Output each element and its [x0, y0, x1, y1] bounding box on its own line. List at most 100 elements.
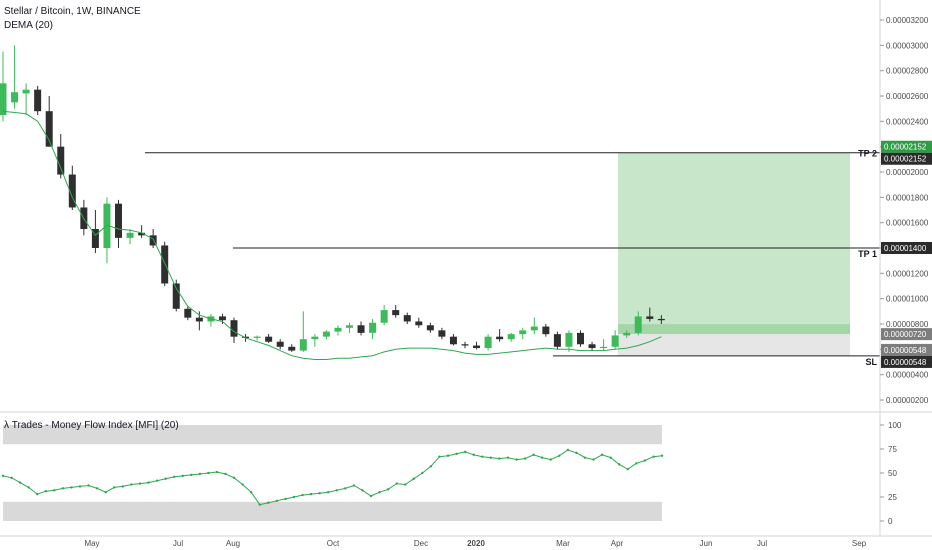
candle: [68, 165, 76, 210]
candle-body: [473, 345, 481, 349]
price-pane[interactable]: TP 2 TP 1 SL: [0, 45, 880, 367]
time-tick-label: Jul: [173, 539, 183, 548]
candle-body: [542, 326, 550, 335]
price-tick-label: 0.00003000: [886, 41, 929, 50]
mfi-point: [147, 481, 150, 484]
candle-body: [253, 336, 261, 338]
candle: [311, 334, 319, 347]
mfi-point: [27, 486, 30, 489]
time-tick-label: Apr: [611, 539, 624, 548]
candle: [207, 313, 215, 327]
mfi-point: [472, 453, 475, 456]
price-badge-label: 0.00000720: [884, 330, 927, 339]
time-tick-label: Jul: [757, 539, 767, 548]
mfi-point: [78, 485, 82, 488]
candle: [507, 332, 515, 342]
candle: [357, 321, 365, 336]
mfi-point: [18, 481, 22, 484]
candle-body: [519, 330, 527, 335]
candle-body: [138, 232, 146, 236]
candle: [346, 322, 353, 333]
mfi-point: [335, 489, 338, 492]
price-badge-bg: [881, 242, 932, 254]
price-tick-label: 0.00000200: [886, 396, 929, 405]
mfi-pane[interactable]: [1, 425, 664, 521]
candle: [115, 199, 122, 248]
candle: [288, 344, 296, 352]
price-tick-label: 0.00000800: [886, 320, 929, 329]
mfi-point: [566, 448, 570, 452]
mfi-point: [540, 456, 544, 459]
mfi-point: [241, 483, 244, 486]
candle-body: [346, 325, 353, 328]
price-badge-label: 0.00001400: [884, 244, 927, 253]
mfi-point: [583, 456, 587, 459]
mfi-point: [626, 467, 629, 471]
candle-body: [230, 320, 238, 337]
price-tick-label: 0.00000400: [886, 371, 929, 380]
candle-body: [426, 325, 434, 331]
mfi-point: [172, 475, 176, 479]
mfi-point: [44, 490, 47, 493]
mfi-point: [190, 473, 193, 477]
candle-body: [403, 315, 411, 322]
price-tick-label: 0.00001000: [886, 295, 929, 304]
time-tick-label: Dec: [414, 539, 428, 548]
candle-body: [623, 332, 631, 336]
indicator-label[interactable]: DEMA (20): [4, 20, 53, 31]
mfi-tick-label: 25: [888, 493, 897, 502]
candle-body: [57, 146, 65, 175]
candle: [80, 199, 88, 236]
mfi-band: [3, 501, 662, 521]
price-tick-label: 0.00002400: [886, 117, 929, 126]
mfi-tick-label: 75: [888, 445, 897, 454]
mfi-point: [275, 499, 279, 503]
candle: [484, 334, 492, 351]
mfi-indicator-label[interactable]: λ Trades - Money Flow Index [MFI] (20): [4, 420, 179, 431]
candle-body: [322, 331, 330, 337]
mfi-point: [498, 457, 501, 460]
candle: [519, 327, 527, 340]
mfi-point: [404, 483, 407, 486]
mfi-point: [523, 457, 527, 460]
candle-body: [530, 326, 538, 331]
price-badge-bg: [881, 152, 932, 165]
candle-body: [611, 335, 619, 347]
mfi-point: [652, 455, 655, 458]
candle-body: [242, 336, 250, 338]
candle-body: [369, 322, 377, 333]
candle-body: [299, 339, 307, 351]
candle-body: [588, 344, 596, 349]
candle: [611, 330, 619, 350]
mfi-point: [600, 453, 604, 456]
candle-body: [265, 336, 273, 342]
candle: [392, 305, 400, 318]
mfi-point: [344, 487, 347, 490]
mfi-tick-label: 100: [888, 421, 902, 430]
mfi-point: [138, 482, 142, 485]
mfi-point: [386, 488, 390, 491]
candle-body: [22, 89, 30, 94]
candle-body: [357, 325, 365, 333]
price-badge-label: 0.00002152: [884, 155, 927, 164]
mfi-point: [455, 452, 458, 455]
mfi-point: [318, 491, 321, 495]
stop-zone: [618, 334, 850, 356]
candle: [57, 134, 65, 179]
mfi-point: [481, 455, 484, 458]
mfi-point: [61, 487, 65, 490]
candle: [438, 327, 446, 340]
mfi-point: [438, 455, 441, 458]
symbol-title[interactable]: Stellar / Bitcoin, 1W, BINANCE: [4, 6, 141, 17]
candle-body: [68, 174, 76, 208]
candle-body: [334, 327, 342, 332]
candle: [461, 341, 469, 349]
candle: [299, 311, 307, 352]
mfi-tick-label: 0: [888, 517, 893, 526]
price-badge: 0.00000720: [881, 328, 932, 341]
candle-body: [276, 341, 284, 347]
price-tick-label: 0.00003200: [886, 16, 929, 25]
time-tick-label: Sep: [852, 539, 867, 548]
mfi-point: [155, 479, 159, 482]
